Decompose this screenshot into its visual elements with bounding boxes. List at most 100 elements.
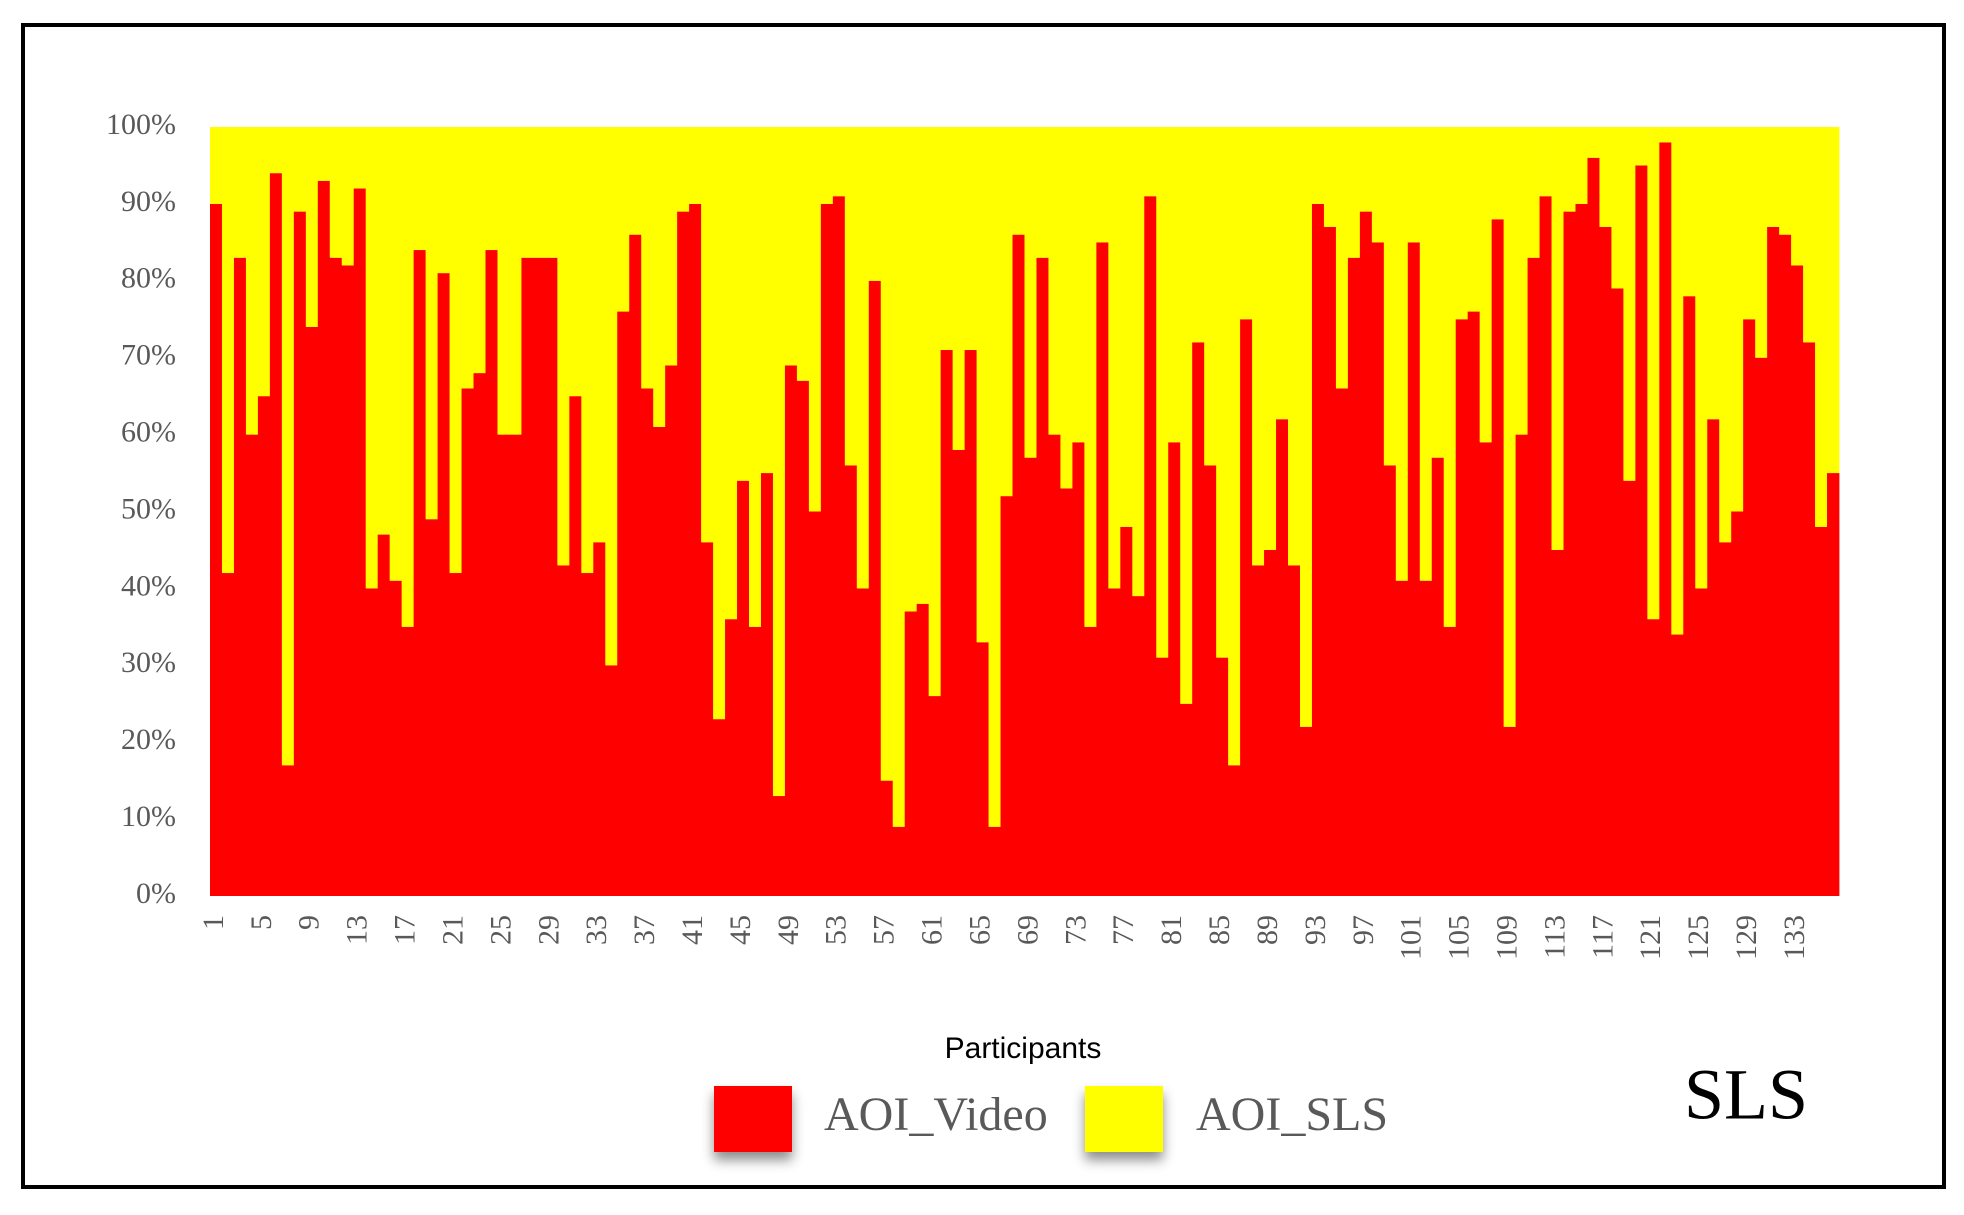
bar-segment [1515,434,1528,896]
x-tick-label: 133 [1778,915,1811,960]
bar-segment [976,642,989,896]
x-tick-label: 17 [389,915,422,945]
legend-label: AOI_Video [824,1088,1048,1141]
bar-segment [1563,127,1576,212]
bar-segment [1072,127,1085,443]
bar-segment [737,480,750,896]
bar-segment [341,265,355,896]
bar-segment [784,365,798,896]
x-tick-label: 41 [676,915,709,945]
bar-segment [1371,242,1385,897]
bar-segment [461,388,474,896]
bar-segment [952,449,966,896]
bar-segment [521,127,534,258]
y-tick-label: 30% [121,646,176,679]
bar-segment [1767,226,1780,897]
bar-segment [1288,565,1301,896]
bar-segment [413,127,427,251]
bar-segment [329,257,343,897]
bar-segment [1407,127,1421,243]
bar-segment [1096,242,1109,897]
y-tick-label: 80% [121,262,176,295]
bar-segment [1288,127,1301,566]
bar-segment [1180,127,1193,704]
legend-swatch [714,1086,792,1152]
bar-segment [653,426,666,896]
bar-segment [808,511,822,896]
bar-segment [844,465,858,896]
bar-segment [593,127,606,543]
bar-segment [1144,196,1157,896]
bar-segment [389,580,403,896]
bar-segment [210,203,223,896]
bar-segment [1707,127,1720,420]
bar-segment [677,211,690,897]
bar-segment [353,127,367,189]
bar-segment [1443,626,1457,896]
bar-segment [1383,127,1397,466]
bar-segment [1527,257,1540,897]
bar-segment [1323,226,1337,897]
bar-segment [509,434,522,896]
bar-segment [1000,127,1013,497]
bar-segment [210,127,223,204]
bar-segment [940,127,954,351]
bar-segment [1827,473,1840,896]
bar-segment [892,826,906,896]
bar-segment [281,765,295,896]
bar-segment [1779,234,1792,896]
x-axis-label: Participants [945,1032,1102,1065]
bar-segment [1563,211,1576,897]
bar-segment [1551,127,1564,550]
bar-segment [425,519,438,896]
bar-segment [401,127,415,627]
bar-segment [1659,127,1672,143]
bar-segment [1599,226,1612,897]
bar-segment [1036,257,1049,897]
legend: AOI_Video AOI_SLS [714,1086,1388,1152]
bar-segment [868,127,882,281]
bar-segment [928,127,942,697]
bar-segment [581,573,594,896]
bar-segment [1779,127,1792,235]
y-tick-label: 40% [121,569,176,602]
x-tick-label: 89 [1251,915,1284,945]
y-tick-label: 50% [121,492,176,525]
annotation: SLS [1684,1055,1808,1135]
bar-segment [725,619,738,896]
bar-segment [233,127,247,258]
bar-segment [593,542,606,896]
bar-segment [1467,127,1481,312]
bar-segment [964,127,977,351]
bar-segment [1647,127,1660,620]
bar-segment [892,127,906,827]
bar-segment [1311,203,1325,896]
bar-segment [713,719,726,896]
bar-segment [245,434,259,896]
bar-segment [1599,127,1612,227]
x-tick-label: 29 [532,915,565,945]
bar-segment [1551,549,1564,896]
y-tick-label: 0% [136,877,176,910]
bar-segment [832,127,846,197]
bar-segment [1755,127,1768,358]
x-tick-label: 25 [484,915,517,945]
bar-segment [1575,203,1588,896]
bar-segment [1587,127,1600,158]
bar-segment [1671,127,1684,635]
bar-segment [1503,726,1516,896]
bar-segment [1012,234,1025,896]
bar-segment [1204,127,1217,466]
bar-segment [1803,127,1816,343]
bar-segment [1647,619,1660,896]
bar-segment [988,826,1001,896]
bar-segment [1395,127,1409,581]
bar-segment [497,434,510,896]
bar-segment [365,127,379,589]
bar-segment [557,565,570,896]
bar-segment [1815,127,1828,527]
x-tick-label: 101 [1395,915,1428,960]
bar-segment [749,626,762,896]
bar-segment [1623,480,1636,896]
x-tick-label: 93 [1299,915,1332,945]
